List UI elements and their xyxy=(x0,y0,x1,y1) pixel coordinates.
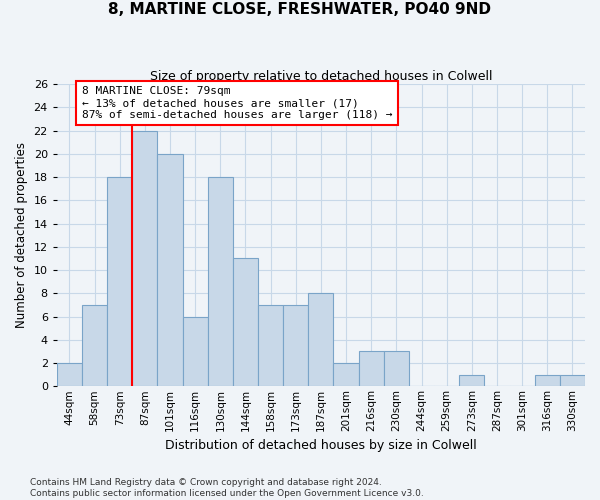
Bar xyxy=(82,305,107,386)
Y-axis label: Number of detached properties: Number of detached properties xyxy=(15,142,28,328)
Bar xyxy=(359,352,384,386)
Bar xyxy=(157,154,182,386)
Bar xyxy=(308,294,334,386)
Bar xyxy=(535,374,560,386)
Text: 8, MARTINE CLOSE, FRESHWATER, PO40 9ND: 8, MARTINE CLOSE, FRESHWATER, PO40 9ND xyxy=(109,2,491,18)
Bar xyxy=(182,316,208,386)
X-axis label: Distribution of detached houses by size in Colwell: Distribution of detached houses by size … xyxy=(165,440,477,452)
Bar xyxy=(208,177,233,386)
Bar xyxy=(283,305,308,386)
Bar xyxy=(107,177,132,386)
Text: Contains HM Land Registry data © Crown copyright and database right 2024.
Contai: Contains HM Land Registry data © Crown c… xyxy=(30,478,424,498)
Bar xyxy=(560,374,585,386)
Bar xyxy=(233,258,258,386)
Text: 8 MARTINE CLOSE: 79sqm
← 13% of detached houses are smaller (17)
87% of semi-det: 8 MARTINE CLOSE: 79sqm ← 13% of detached… xyxy=(82,86,392,120)
Bar xyxy=(258,305,283,386)
Bar xyxy=(57,363,82,386)
Bar xyxy=(132,130,157,386)
Bar xyxy=(384,352,409,386)
Bar xyxy=(459,374,484,386)
Title: Size of property relative to detached houses in Colwell: Size of property relative to detached ho… xyxy=(149,70,492,83)
Bar xyxy=(334,363,359,386)
